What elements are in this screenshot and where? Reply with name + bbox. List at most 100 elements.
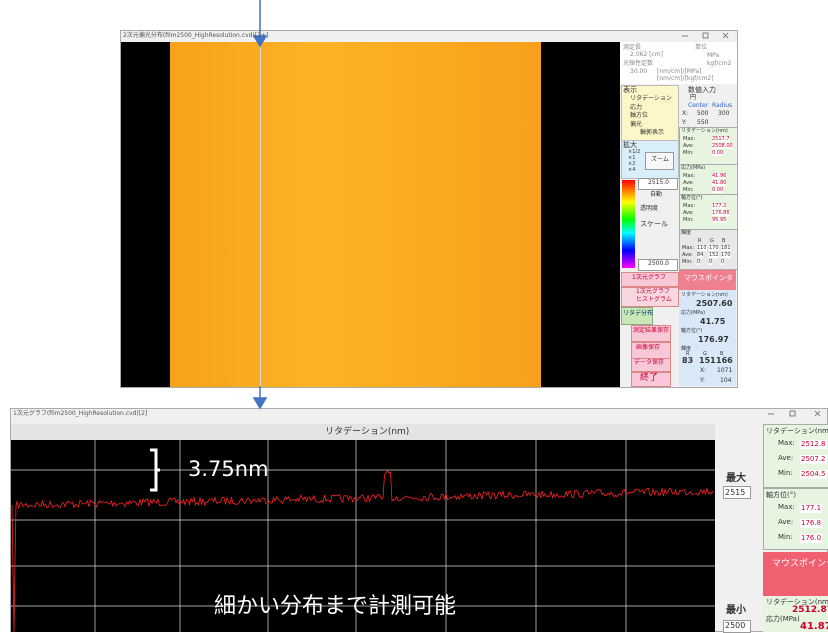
b-mouse-title <box>763 552 828 596</box>
values: 84 <box>697 252 704 258</box>
btn-ret[interactable] <box>621 307 653 325</box>
btn-data[interactable] <box>631 358 671 372</box>
values: 170 <box>721 252 731 258</box>
btn-save[interactable] <box>631 325 671 342</box>
circle: 円 <box>690 94 697 101</box>
title: 2次元偏光分布(film2500_HighResolution.cvd)[2+] <box>123 32 269 39</box>
values: 151 <box>699 356 716 365</box>
values: 181 <box>721 245 731 251</box>
value: 2512.8 <box>800 440 827 449</box>
headers: G <box>710 238 714 244</box>
black-left <box>121 42 170 387</box>
value: 176.0 <box>800 534 823 543</box>
label: Min: <box>683 150 694 156</box>
annotation-step: 3.75nm <box>188 457 269 481</box>
min-value: 2500 <box>725 621 746 630</box>
btn-graph[interactable] <box>621 272 679 287</box>
values: 152 <box>709 252 719 258</box>
x-label: X: <box>682 110 689 117</box>
title: 応力(MPa) <box>681 165 706 171</box>
title: マウスポインタ <box>684 274 733 282</box>
scale-min-box[interactable] <box>638 259 678 271</box>
display-options: 偏光 <box>630 120 643 128</box>
values: 0 <box>697 259 701 265</box>
x-value: 1071 <box>717 367 733 374</box>
values: 166 <box>716 356 733 365</box>
buttons: データ保存 <box>634 359 665 366</box>
title: 軸方位(°) <box>766 491 796 499</box>
headers: R <box>698 238 702 244</box>
title: 輝度 <box>681 230 692 236</box>
label: Min: <box>682 259 693 265</box>
transparency: 透明度 <box>640 205 659 212</box>
values: 170 <box>709 245 719 251</box>
buttons: 1次元グラフ <box>632 274 666 281</box>
value: 0.00 <box>712 187 724 193</box>
zoom-button[interactable] <box>645 152 674 170</box>
y-value: 550 <box>697 119 709 126</box>
value: 177.2 <box>712 203 727 209</box>
value: 41.80 <box>712 180 727 186</box>
scale-max-box[interactable] <box>638 178 678 190</box>
scale-max: 2515.0 <box>648 179 669 186</box>
numeric-input: 数値入力 <box>688 86 716 94</box>
b-mouse-box <box>763 596 828 632</box>
label: Ave: <box>683 210 694 216</box>
value: 176.86 <box>712 210 730 216</box>
radius: Radius <box>712 102 733 109</box>
plot-area <box>11 440 715 632</box>
auto: 自動 <box>650 191 663 198</box>
value: 176.8 <box>800 519 823 528</box>
label: Min: <box>683 217 694 223</box>
stats-stress <box>679 164 738 195</box>
label: Max: <box>682 245 695 251</box>
zoom-button: ズーム <box>651 156 669 163</box>
display-options: 軸方位 <box>630 112 649 119</box>
stress-value: 41.87 <box>800 621 828 632</box>
ret-value: 2512.87 <box>792 605 828 615</box>
label: Ave: <box>778 454 794 462</box>
values: 0 <box>709 259 713 265</box>
value: 177.1 <box>800 504 823 513</box>
stress-label: 応力(MPa) <box>681 310 706 316</box>
stress-value: 41.75 <box>700 317 726 326</box>
btn-hist[interactable] <box>621 287 679 307</box>
scale-min: 2500.0 <box>648 260 669 267</box>
title: リタデーション(nm) <box>681 128 728 134</box>
axis-value: 176.97 <box>698 335 729 344</box>
annotation-note: 細かい分布まで計測可能 <box>214 594 457 619</box>
max-label: 最大 <box>726 473 746 484</box>
stress-label: 応力(MPa) <box>766 615 800 623</box>
measure-value: 2.062 [cm] <box>630 51 663 58</box>
max-box[interactable] <box>723 486 751 499</box>
ret-label: リタデーション(nm) <box>681 292 728 298</box>
label: Ave: <box>683 143 694 149</box>
label: Ave: <box>682 252 693 258</box>
radius-value: 300 <box>718 110 730 117</box>
window-controls[interactable] <box>682 32 821 417</box>
y-value: 104 <box>720 377 732 384</box>
coef-unit1: [nm/cm]/[MPa] <box>657 68 702 75</box>
coef-label: 光弾性定数 <box>623 60 654 67</box>
bright-label: 輝度 <box>681 346 692 352</box>
zoom-options: ×2 <box>628 161 636 167</box>
value: 2508.00 <box>712 143 733 149</box>
values: 0 <box>721 259 725 265</box>
headers: B <box>722 238 726 244</box>
btn-exit[interactable] <box>631 372 671 387</box>
label: Max: <box>683 173 696 179</box>
label: Max: <box>683 203 696 209</box>
buttons: 画像保存 <box>636 344 661 351</box>
title: 1次元グラフ(film2500_HighResolution.cvd)[2] <box>13 410 148 417</box>
buttons: リタデ分布 <box>623 310 654 317</box>
zoom-options: ×1 <box>628 155 636 161</box>
values: 83 <box>682 356 694 365</box>
axis-label: 軸方位(°) <box>681 328 703 334</box>
max-value: 2515 <box>725 488 746 497</box>
x-value: 500 <box>697 110 709 117</box>
zoom-label: 拡大 <box>623 141 637 149</box>
display-label: 表示 <box>623 86 637 94</box>
graph-title: リタデーション(nm) <box>325 427 410 437</box>
